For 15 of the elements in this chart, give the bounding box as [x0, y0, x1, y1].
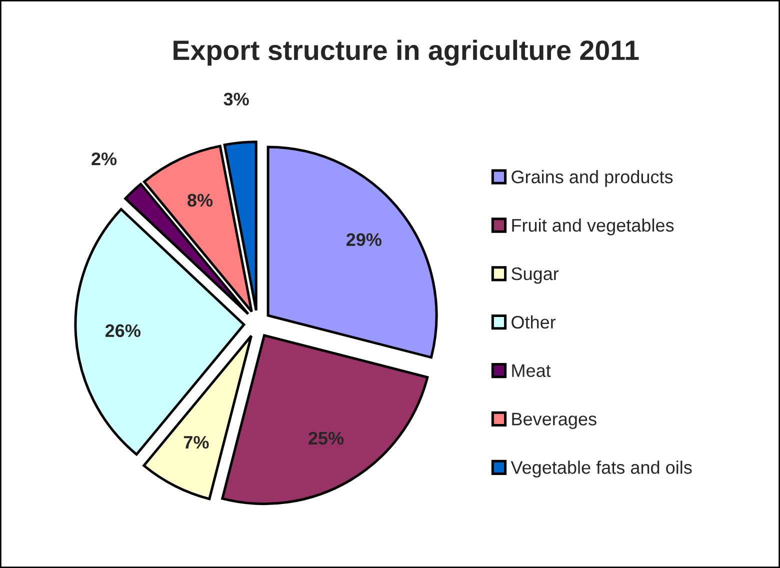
- legend-label: Vegetable fats and oils: [510, 460, 692, 478]
- data-label: 2%: [92, 152, 117, 166]
- legend-label: Sugar: [512, 267, 559, 284]
- chart-title: Export structure in agriculture 2011: [174, 40, 639, 66]
- legend-label: Grains and products: [512, 170, 673, 187]
- data-label: 29%: [346, 233, 382, 246]
- data-label: 26%: [105, 324, 140, 338]
- data-label: 3%: [224, 92, 249, 106]
- legend-label: Beverages: [512, 412, 596, 430]
- legend-label: Meat: [512, 364, 551, 378]
- data-label: 7%: [184, 436, 209, 449]
- data-label: 8%: [188, 194, 213, 207]
- legend-label: Other: [512, 315, 556, 329]
- data-label: 25%: [308, 432, 344, 445]
- legend-label: Fruit and vegetables: [512, 218, 674, 236]
